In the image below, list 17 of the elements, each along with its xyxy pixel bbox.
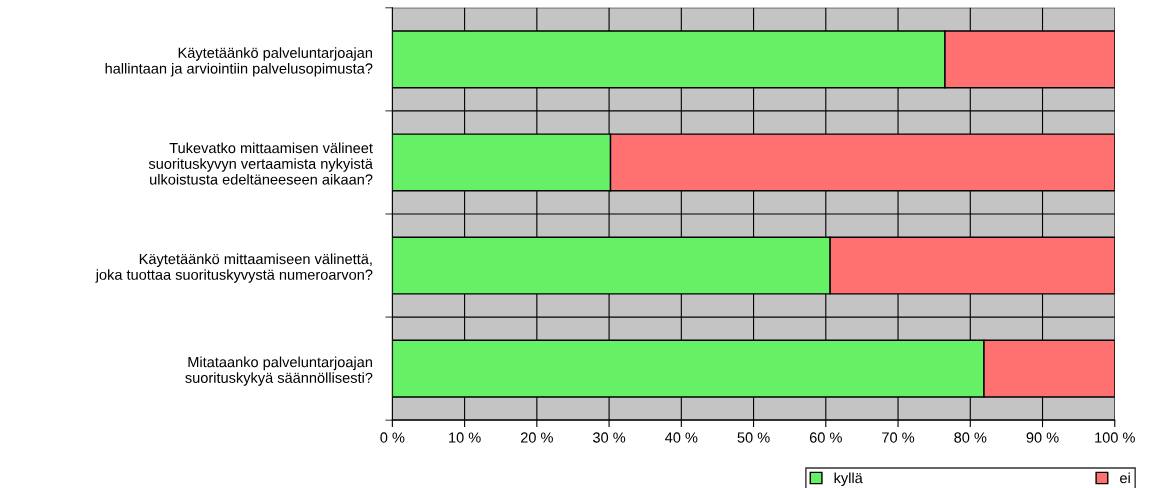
y-tick-label: Käytetäänkö palveluntarjoajan hallintaan ja arviointiin palvelusopimusta? (105, 47, 373, 77)
x-tick-label: 70 % (882, 432, 915, 443)
y-tick-label: Käytetäänkö mittaamiseen välinettä, joka tuottaa suorituskyvystä numeroarvon? (95, 253, 373, 283)
x-tick-label: 60 % (809, 432, 842, 443)
x-tick-label: 30 % (593, 432, 626, 443)
x-tick-label: 90 % (1026, 432, 1059, 443)
x-tick-label: 20 % (520, 432, 553, 443)
y-tick-label: Mitataanko palveluntarjoajan suorituskykyä säännöllisesti? (185, 356, 373, 386)
x-tick-label: 50 % (737, 432, 770, 443)
x-tick-label: 10 % (449, 432, 481, 443)
x-tick-label: 0 % (380, 432, 405, 443)
y-tick-label: Tukevatko mittaamisen välineet suorituskyvyn vertaamista nykyistä ulkoistusta edeltäneeseen aikaan? (148, 142, 373, 185)
x-tick-label: 100 % (1095, 432, 1135, 443)
legend-label: ei (1120, 472, 1130, 484)
x-tick-label: 80 % (954, 432, 987, 443)
x-tick-label: 40 % (665, 432, 698, 443)
legend-label: kyllä (834, 472, 863, 487)
